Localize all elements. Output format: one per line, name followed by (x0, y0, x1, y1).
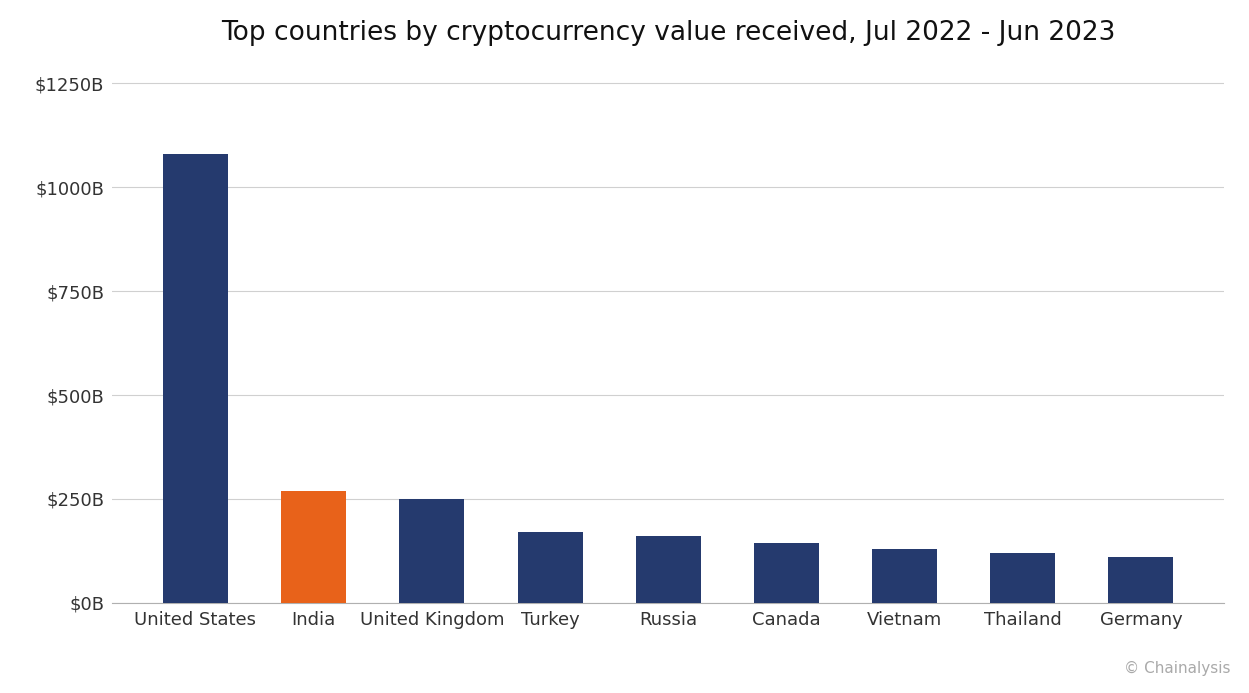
Bar (517, 532, 582, 603)
Bar (754, 543, 819, 603)
Bar (636, 536, 701, 603)
Bar (872, 549, 937, 603)
Bar (162, 154, 229, 603)
Bar (281, 491, 346, 603)
Bar (400, 499, 465, 603)
Bar (990, 553, 1055, 603)
Text: © Chainalysis: © Chainalysis (1124, 660, 1230, 676)
Title: Top countries by cryptocurrency value received, Jul 2022 - Jun 2023: Top countries by cryptocurrency value re… (221, 20, 1115, 46)
Bar (1108, 557, 1174, 603)
